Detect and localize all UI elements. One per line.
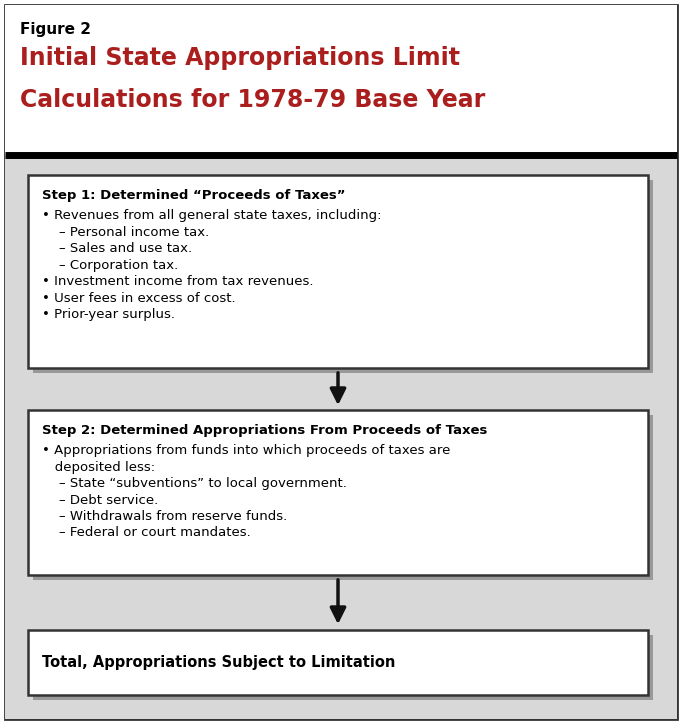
FancyBboxPatch shape: [33, 415, 653, 580]
Text: – Corporation tax.: – Corporation tax.: [42, 258, 178, 272]
FancyBboxPatch shape: [33, 635, 653, 700]
Text: – Personal income tax.: – Personal income tax.: [42, 225, 209, 238]
Text: Initial State Appropriations Limit: Initial State Appropriations Limit: [20, 46, 460, 70]
FancyBboxPatch shape: [5, 5, 677, 155]
Text: – Sales and use tax.: – Sales and use tax.: [42, 242, 192, 255]
Text: Step 1: Determined “Proceeds of Taxes”: Step 1: Determined “Proceeds of Taxes”: [42, 189, 346, 202]
Text: – Debt service.: – Debt service.: [42, 494, 158, 507]
Text: deposited less:: deposited less:: [42, 460, 155, 473]
Text: – State “subventions” to local government.: – State “subventions” to local governmen…: [42, 477, 347, 490]
FancyBboxPatch shape: [28, 175, 648, 368]
FancyBboxPatch shape: [5, 5, 677, 719]
Text: • Prior-year surplus.: • Prior-year surplus.: [42, 308, 175, 321]
Text: • Appropriations from funds into which proceeds of taxes are: • Appropriations from funds into which p…: [42, 444, 450, 457]
FancyBboxPatch shape: [28, 410, 648, 575]
Text: Step 2: Determined Appropriations From Proceeds of Taxes: Step 2: Determined Appropriations From P…: [42, 424, 488, 437]
FancyBboxPatch shape: [28, 630, 648, 695]
Text: Total, Appropriations Subject to Limitation: Total, Appropriations Subject to Limitat…: [42, 655, 396, 670]
Text: Figure 2: Figure 2: [20, 22, 91, 37]
FancyBboxPatch shape: [5, 155, 677, 719]
Text: Calculations for 1978-79 Base Year: Calculations for 1978-79 Base Year: [20, 88, 486, 112]
Text: • Revenues from all general state taxes, including:: • Revenues from all general state taxes,…: [42, 209, 381, 222]
Text: • Investment income from tax revenues.: • Investment income from tax revenues.: [42, 275, 314, 288]
FancyBboxPatch shape: [33, 180, 653, 373]
Text: • User fees in excess of cost.: • User fees in excess of cost.: [42, 292, 235, 305]
Text: – Withdrawals from reserve funds.: – Withdrawals from reserve funds.: [42, 510, 287, 523]
Text: – Federal or court mandates.: – Federal or court mandates.: [42, 526, 251, 539]
